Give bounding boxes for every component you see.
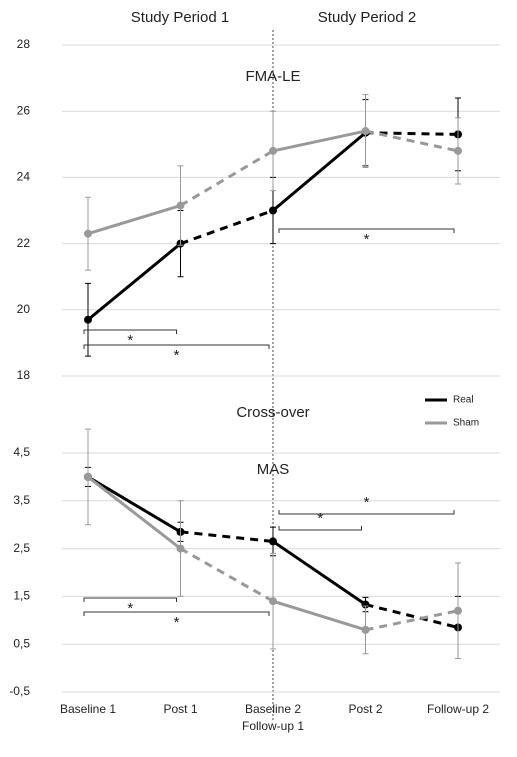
line-segment xyxy=(272,599,366,632)
line-segment xyxy=(179,547,274,603)
significance-bracket xyxy=(83,597,177,602)
point xyxy=(361,127,370,136)
y-tick-label: 1,5 xyxy=(13,589,30,603)
legend-label: Sham xyxy=(453,418,479,429)
y-tick-label: 3,5 xyxy=(13,493,30,507)
point xyxy=(269,537,277,546)
line-segment xyxy=(272,131,367,212)
line-segment xyxy=(87,475,182,550)
y-tick-label: 20 xyxy=(17,302,31,316)
x-tick-label: Post 1 xyxy=(163,702,197,716)
x-tick-sublabel: Follow-up 1 xyxy=(242,719,304,733)
point xyxy=(361,600,370,609)
line-segment xyxy=(87,242,182,321)
chart-title: FMA-LE xyxy=(245,68,300,85)
point xyxy=(176,544,185,553)
line-segment xyxy=(272,129,366,153)
point xyxy=(176,201,185,210)
line-segment xyxy=(365,603,459,629)
significance-label: * xyxy=(317,510,323,527)
significance-label: * xyxy=(127,332,133,349)
y-tick-label: 28 xyxy=(17,37,31,51)
significance-bracket xyxy=(278,526,362,531)
significance-label: * xyxy=(364,231,370,248)
significance-bracket xyxy=(278,510,455,515)
chart-title: MAS xyxy=(257,461,290,478)
line-segment xyxy=(365,609,459,632)
line-segment xyxy=(87,475,182,534)
line-segment xyxy=(87,204,181,236)
y-tick-label: 18 xyxy=(17,368,31,382)
line-segment xyxy=(179,149,274,207)
point xyxy=(361,625,370,634)
line-segment xyxy=(179,209,274,246)
annotation: Cross-over xyxy=(236,404,309,421)
x-tick-label: Post 2 xyxy=(348,702,382,716)
point xyxy=(269,206,277,215)
line-segment xyxy=(180,530,274,543)
y-tick-label: 26 xyxy=(17,103,31,117)
line-segment xyxy=(365,129,459,153)
y-tick-label: 22 xyxy=(17,236,31,250)
significance-bracket xyxy=(83,329,177,334)
significance-bracket xyxy=(83,611,270,616)
period-label: Study Period 1 xyxy=(131,9,229,26)
significance-label: * xyxy=(127,600,133,617)
x-tick-label: Baseline 2 xyxy=(245,702,301,716)
y-tick-label: 4,5 xyxy=(13,445,30,459)
point xyxy=(454,146,462,155)
line-segment xyxy=(272,540,367,606)
significance-label: * xyxy=(364,494,370,511)
point xyxy=(454,606,462,615)
point xyxy=(269,597,277,606)
significance-label: * xyxy=(174,614,180,631)
y-tick-label: 0,5 xyxy=(13,636,30,650)
point xyxy=(269,146,277,155)
significance-bracket xyxy=(83,344,270,349)
x-tick-label: Follow-up 2 xyxy=(427,702,489,716)
significance-bracket xyxy=(278,228,455,233)
y-tick-label: 24 xyxy=(17,170,31,184)
significance-label: * xyxy=(174,347,180,364)
point xyxy=(84,472,92,481)
x-tick-label: Baseline 1 xyxy=(60,702,116,716)
period-label: Study Period 2 xyxy=(318,9,416,26)
y-tick-label: 2,5 xyxy=(13,541,30,555)
point xyxy=(84,229,92,238)
y-tick-label: -0,5 xyxy=(9,684,30,698)
legend-label: Real xyxy=(453,395,474,406)
point xyxy=(84,315,92,324)
